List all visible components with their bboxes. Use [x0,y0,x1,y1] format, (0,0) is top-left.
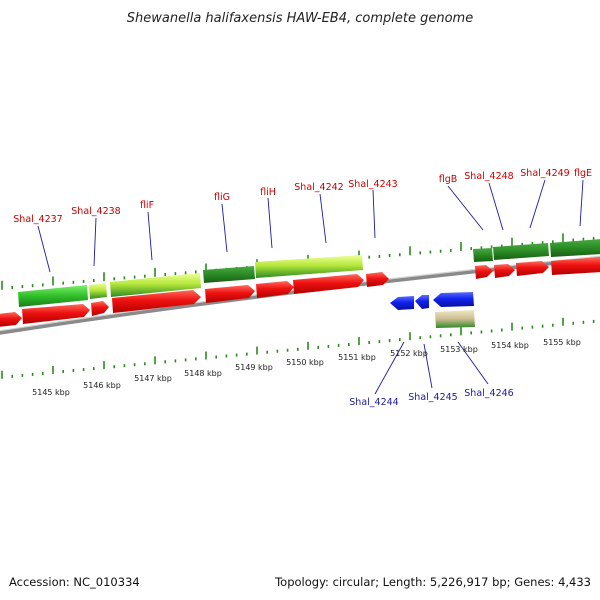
gene-bar [18,285,88,307]
kbp-scale-labels: 5145 kbp 5146 kbp 5147 kbp 5148 kbp 5149… [32,338,581,397]
scale-label: 5151 kbp [338,353,376,362]
gene-bar [110,273,201,297]
forward-gene-labels: Shal_4237 Shal_4238 fliF fliG fliH Shal_… [13,168,592,273]
scale-label: 5150 kbp [286,358,324,367]
scale-label: 5153 kbp [440,345,478,354]
cds-arrow [551,257,600,275]
gene-label: flgE [574,168,592,179]
gene-label: fliF [140,200,154,211]
cds-arrow [516,261,549,276]
inner-tick-ruler [1,317,595,379]
cds-arrow [22,304,90,324]
cds-arrow [205,285,255,303]
cds-arrow [112,290,201,313]
gene-label: fliG [214,192,230,203]
gene-label: Shal_4249 [520,168,569,179]
gene-feature-track [18,239,600,328]
cds-arrow-reverse [415,295,429,309]
scale-label: 5152 kbp [390,349,428,358]
cds-arrow [475,265,493,279]
cds-arrow [256,281,294,298]
gene-label: fliH [260,187,276,198]
cds-arrow [293,274,364,294]
map-title: Shewanella halifaxensis HAW-EB4, complet… [127,11,473,26]
gene-label: Shal_4244 [349,397,398,408]
cds-arrow [366,272,389,287]
gene-bar [89,283,107,299]
gene-bar [203,266,255,283]
accession-text: Accession: NC_010334 [9,575,140,589]
gene-label: Shal_4248 [464,171,513,182]
scale-label: 5148 kbp [184,369,222,378]
scale-label: 5145 kbp [32,388,70,397]
scale-label: 5154 kbp [491,341,529,350]
cds-arrow [494,264,515,278]
scale-label: 5147 kbp [134,374,172,383]
scale-label: 5155 kbp [543,338,581,347]
gene-label: Shal_4246 [464,388,513,399]
scale-label: 5149 kbp [235,363,273,372]
gene-bar [255,255,363,278]
cds-arrow-reverse [390,296,414,310]
forward-cds-track [0,257,600,327]
gene-bar [493,243,549,260]
gene-label: Shal_4245 [408,392,457,403]
genome-summary-text: Topology: circular; Length: 5,226,917 bp… [274,575,591,589]
gene-label: Shal_4243 [348,179,397,190]
gene-label: Shal_4242 [294,182,343,193]
reverse-cds-track [390,292,474,310]
gene-label: flgB [439,174,458,185]
gene-label: Shal_4238 [71,206,120,217]
cds-arrow [0,312,22,327]
gene-bar [550,239,600,257]
cds-arrow-reverse [433,292,474,307]
gene-bar [435,310,475,328]
scale-label: 5146 kbp [83,381,121,390]
gene-bar [473,248,493,262]
cds-arrow [91,301,109,316]
reverse-gene-labels: Shal_4244 Shal_4245 Shal_4246 [349,341,514,408]
gene-label: Shal_4237 [13,214,62,225]
